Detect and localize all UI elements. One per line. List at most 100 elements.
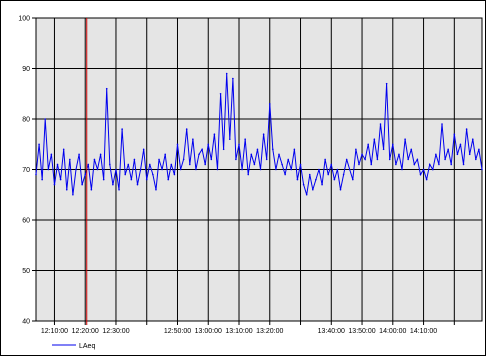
data-point — [219, 92, 222, 95]
data-point — [41, 178, 43, 181]
data-point — [281, 163, 283, 166]
data-point — [192, 138, 194, 140]
x-tick-label: 12:20:00 — [72, 328, 99, 335]
data-point — [318, 168, 320, 171]
data-point — [299, 163, 302, 166]
data-point — [102, 178, 105, 181]
data-point — [453, 133, 456, 135]
data-point — [127, 163, 130, 166]
data-point — [216, 168, 219, 171]
data-point — [462, 163, 465, 166]
data-point — [56, 163, 59, 166]
data-point — [213, 133, 216, 135]
data-point — [65, 188, 68, 191]
y-tick-label: 70 — [22, 167, 30, 174]
data-point — [81, 183, 83, 186]
data-point — [379, 123, 382, 125]
data-point — [471, 138, 474, 140]
data-point — [333, 178, 336, 181]
x-tick-label: 14:00:00 — [379, 328, 406, 335]
data-point — [78, 153, 80, 156]
data-point — [308, 173, 311, 176]
data-point — [93, 158, 96, 161]
data-point — [124, 173, 126, 176]
data-point — [345, 158, 348, 161]
data-point — [410, 148, 413, 151]
x-tick-label: 13:40:00 — [318, 328, 345, 335]
x-tick-label: 12:50:00 — [164, 328, 191, 335]
data-point — [182, 158, 185, 161]
data-point — [53, 183, 56, 186]
data-point — [422, 168, 425, 171]
data-point — [155, 188, 157, 191]
x-tick-label: 13:50:00 — [348, 328, 375, 335]
data-point — [339, 188, 342, 191]
data-point — [327, 173, 330, 176]
data-point — [115, 168, 117, 171]
data-point — [262, 133, 265, 135]
data-point — [35, 173, 37, 176]
data-point — [72, 193, 74, 196]
data-point — [176, 143, 179, 146]
y-tick-label: 40 — [22, 319, 30, 326]
data-point — [225, 72, 228, 75]
data-point — [305, 193, 308, 196]
data-point — [431, 168, 434, 171]
data-point — [207, 143, 210, 146]
data-point — [382, 148, 385, 151]
data-point — [145, 178, 148, 181]
data-point — [238, 143, 240, 146]
data-point — [96, 168, 99, 171]
data-point — [158, 158, 160, 161]
data-point — [315, 178, 317, 181]
data-point — [324, 158, 326, 161]
data-point — [50, 153, 53, 156]
data-point — [90, 188, 93, 191]
data-point — [188, 163, 191, 166]
data-point — [290, 168, 293, 171]
data-point — [265, 158, 268, 161]
data-point — [244, 138, 246, 140]
data-point — [272, 148, 274, 151]
series-layer — [35, 72, 483, 196]
x-tick-label: 12:10:00 — [41, 328, 68, 335]
data-point — [47, 168, 50, 171]
y-tick-label: 100 — [18, 16, 30, 23]
data-point — [164, 153, 166, 156]
data-point — [293, 148, 296, 151]
data-point — [358, 163, 360, 166]
data-point — [468, 153, 471, 156]
data-point — [404, 138, 406, 140]
x-tick-label: 13:10:00 — [225, 328, 252, 335]
data-point — [287, 158, 290, 161]
data-point — [133, 158, 136, 161]
data-point — [99, 153, 102, 156]
data-point — [130, 178, 133, 181]
data-point — [235, 158, 237, 161]
data-point — [185, 128, 188, 130]
data-point — [59, 178, 62, 181]
data-point — [428, 163, 431, 166]
data-point — [259, 168, 262, 171]
data-point — [152, 173, 154, 176]
data-point — [38, 143, 40, 146]
data-point — [342, 173, 345, 176]
data-point — [444, 158, 446, 161]
data-point — [250, 153, 253, 156]
data-point — [438, 163, 440, 166]
data-point — [201, 148, 203, 151]
data-point — [222, 148, 225, 151]
data-point — [275, 168, 277, 171]
data-point — [459, 143, 462, 146]
data-point — [355, 148, 357, 151]
data-point — [352, 178, 354, 181]
data-point — [441, 123, 443, 125]
data-point — [173, 173, 176, 176]
data-point — [330, 163, 333, 166]
data-point — [87, 163, 90, 166]
x-tick-label: 13:00:00 — [195, 328, 222, 335]
y-tick-label: 50 — [22, 268, 30, 275]
data-point — [413, 163, 416, 166]
data-point — [268, 103, 271, 105]
